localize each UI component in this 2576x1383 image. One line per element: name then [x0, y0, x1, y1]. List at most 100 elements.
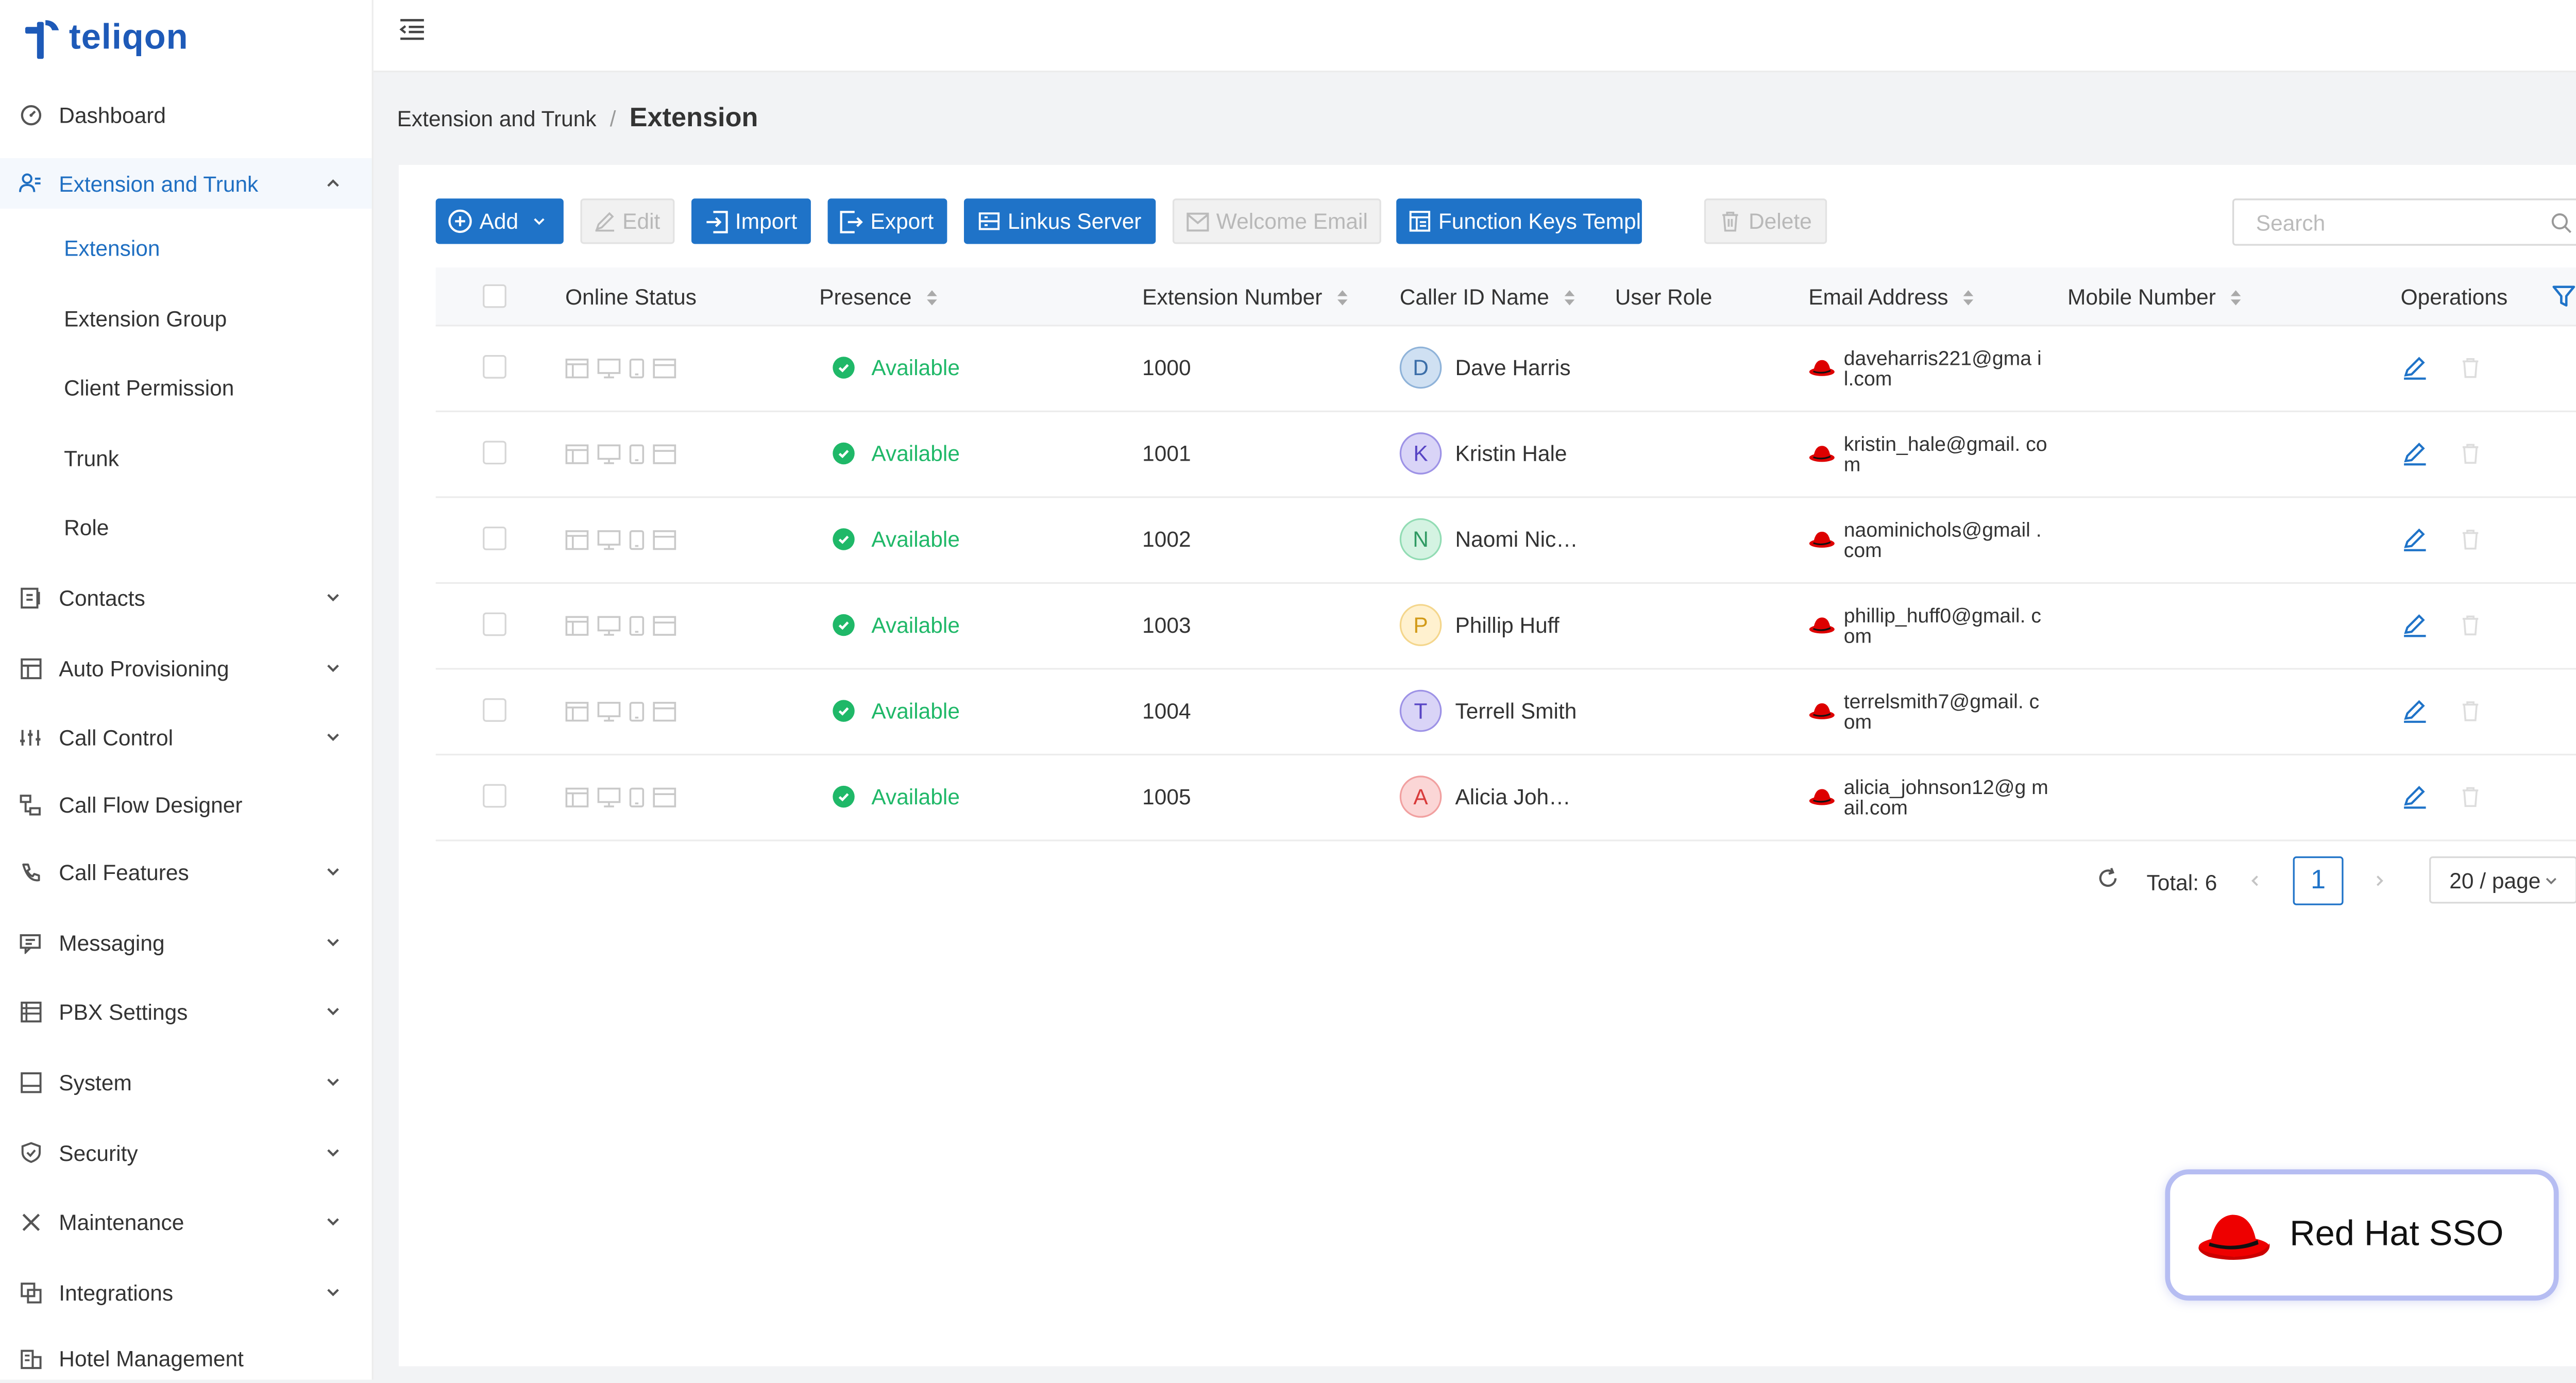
import-button[interactable]: Import [691, 198, 811, 244]
search-icon[interactable] [2550, 212, 2572, 233]
breadcrumb-parent[interactable]: Extension and Trunk [397, 106, 597, 131]
avatar: D [1399, 346, 1442, 389]
edit-button[interactable]: Edit [580, 198, 675, 244]
sidebar-item-contacts[interactable]: Contacts [0, 572, 372, 622]
sidebar-item-system[interactable]: System [0, 1057, 372, 1107]
next-page-button[interactable] [2357, 858, 2402, 903]
linkus-server-button[interactable]: Linkus Server [964, 198, 1156, 244]
column-operations: Operations [2400, 284, 2508, 310]
red-hat-icon [1809, 446, 1835, 462]
delete-button[interactable]: Delete [1704, 198, 1827, 244]
red-hat-logo-icon [2198, 1215, 2270, 1260]
table-row[interactable]: Available 1002 N Naomi Nic… naominichols… [435, 496, 2576, 584]
table-row[interactable]: Available 1001 K Kristin Hale kristin_ha… [435, 411, 2576, 498]
column-email-address[interactable]: Email Address [1808, 284, 1975, 310]
row-checkbox[interactable] [483, 527, 506, 550]
edit-icon[interactable] [2402, 785, 2428, 808]
row-checkbox[interactable] [483, 355, 506, 379]
search-input[interactable] [2252, 208, 2546, 238]
row-checkbox[interactable] [483, 612, 506, 636]
edit-icon[interactable] [2402, 527, 2428, 551]
prev-page-button[interactable] [2232, 858, 2278, 903]
sidebar-item-hotel-management[interactable]: Hotel Management [0, 1333, 372, 1383]
sidebar: teliqon Dashboard Extension and Trunk Ex… [0, 0, 374, 1380]
sidebar-item-maintenance[interactable]: Maintenance [0, 1196, 372, 1247]
trash-icon[interactable] [2460, 700, 2481, 721]
extension-number: 1001 [1142, 441, 1191, 466]
trash-icon[interactable] [2460, 614, 2481, 636]
sidebar-subitem-client-permission[interactable]: Client Permission [0, 362, 372, 412]
sidebar-item-integrations[interactable]: Integrations [0, 1267, 372, 1318]
page-size-select[interactable]: 20 / page [2429, 856, 2576, 904]
chevron-down-icon [2546, 877, 2557, 884]
row-checkbox[interactable] [483, 784, 506, 808]
sidebar-item-call-features[interactable]: Call Features [0, 846, 372, 897]
select-all-checkbox[interactable] [483, 284, 506, 308]
sidebar-item-call-flow-designer[interactable]: Call Flow Designer [0, 779, 372, 830]
sort-icon[interactable] [1962, 287, 1975, 307]
refresh-icon[interactable] [2096, 867, 2120, 890]
column-mobile-number-label: Mobile Number [2067, 284, 2216, 310]
check-circle-icon [833, 700, 855, 722]
page-1-button[interactable]: 1 [2293, 856, 2344, 905]
sidebar-subitem-role[interactable]: Role [0, 501, 372, 552]
column-mobile-number[interactable]: Mobile Number [2067, 284, 2243, 310]
edit-icon[interactable] [2402, 699, 2428, 723]
sidebar-item-label: System [59, 1069, 132, 1095]
chevron-down-icon [327, 594, 339, 602]
sort-icon[interactable] [1335, 287, 1349, 307]
table-row[interactable]: Available 1004 T Terrell Smith terrelsmi… [435, 668, 2576, 756]
sidebar-subitem-extension[interactable]: Extension [0, 222, 372, 273]
sidebar-item-messaging[interactable]: Messaging [0, 917, 372, 968]
edit-icon[interactable] [2402, 356, 2428, 380]
flow-icon [19, 792, 42, 816]
trash-icon[interactable] [2460, 357, 2481, 378]
edit-icon[interactable] [2402, 613, 2428, 637]
table-row[interactable]: Available 1000 D Dave Harris daveharris2… [435, 325, 2576, 412]
logo-text: teliqon [69, 18, 189, 58]
web-client-icon [653, 787, 676, 807]
teliqon-logo[interactable]: teliqon [24, 17, 189, 61]
sidebar-item-extension-and-trunk[interactable]: Extension and Trunk [0, 158, 372, 209]
table-row[interactable]: Available 1003 P Phillip Huff phillip_hu… [435, 582, 2576, 670]
column-extension-number[interactable]: Extension Number [1142, 284, 1349, 310]
trash-icon[interactable] [2460, 443, 2481, 464]
welcome-email-button[interactable]: Welcome Email [1172, 198, 1381, 244]
plus-circle-icon [448, 209, 473, 234]
chevron-down-icon [327, 868, 339, 876]
trash-icon[interactable] [2460, 528, 2481, 550]
row-checkbox[interactable] [483, 698, 506, 722]
filter-icon[interactable] [2552, 284, 2575, 308]
row-checkbox[interactable] [483, 441, 506, 465]
sidebar-item-call-control[interactable]: Call Control [0, 712, 372, 762]
edit-icon[interactable] [2402, 442, 2428, 465]
extension-number: 1002 [1142, 527, 1191, 552]
add-button[interactable]: Add [435, 198, 564, 244]
sidebar-subitem-extension-group[interactable]: Extension Group [0, 293, 372, 343]
monitor-icon [597, 701, 621, 721]
shield-icon [19, 1141, 42, 1165]
sort-icon[interactable] [1563, 287, 1576, 307]
table-row[interactable]: Available 1005 A Alicia Joh… alicia_john… [435, 754, 2576, 841]
mail-icon [1186, 209, 1210, 234]
sort-icon[interactable] [925, 287, 939, 307]
web-client-icon [653, 615, 676, 635]
sidebar-item-auto-provisioning[interactable]: Auto Provisioning [0, 643, 372, 693]
chevron-down-icon [327, 733, 339, 741]
sidebar-subitem-trunk[interactable]: Trunk [0, 432, 372, 483]
collapse-menu-icon[interactable] [397, 15, 428, 42]
trash-icon[interactable] [2460, 786, 2481, 807]
sidebar-item-pbx-settings[interactable]: PBX Settings [0, 986, 372, 1036]
red-hat-sso-badge[interactable]: Red Hat SSO [2165, 1169, 2559, 1301]
email-cell: daveharris221@gma il.com [1808, 325, 2049, 411]
sort-icon[interactable] [2229, 287, 2243, 307]
column-presence[interactable]: Presence [819, 284, 939, 310]
sidebar-item-dashboard[interactable]: Dashboard [0, 89, 372, 140]
function-keys-template-button[interactable]: Function Keys Template [1396, 198, 1671, 244]
sidebar-item-security[interactable]: Security [0, 1127, 372, 1178]
column-caller-id-name[interactable]: Caller ID Name [1400, 284, 1576, 310]
email-address: alicia_johnson12@g mail.com [1843, 774, 2048, 819]
export-button[interactable]: Export [827, 198, 947, 244]
web-client-icon [653, 358, 676, 378]
edit-button-label: Edit [622, 208, 660, 234]
